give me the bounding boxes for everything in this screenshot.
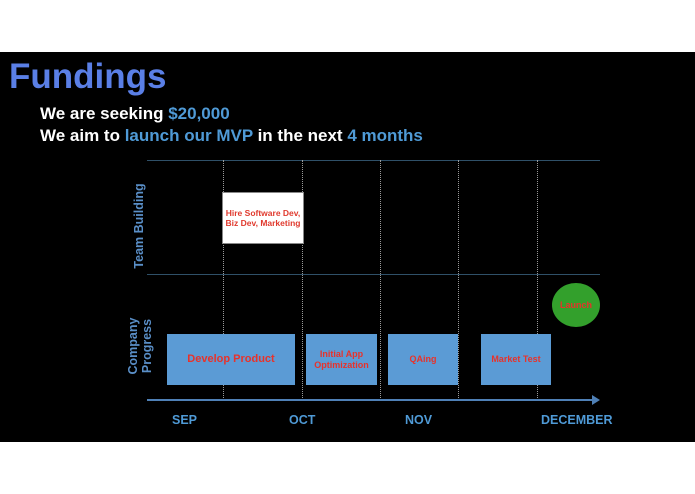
funding-goal-line: We are seeking $20,000: [40, 104, 230, 124]
funding-amount: $20,000: [168, 104, 230, 123]
timeline-axis: [147, 399, 594, 401]
month-label-oct: OCT: [289, 413, 316, 427]
slide: Fundings We are seeking $20,000 We aim t…: [0, 52, 695, 442]
axis-arrow-icon: [592, 395, 600, 405]
month-divider: [223, 160, 224, 398]
task-label: Hire Software Dev, Biz Dev, Marketing: [225, 207, 301, 229]
funding-goal-prefix: We are seeking: [40, 104, 169, 123]
month-label-sep: SEP: [172, 413, 198, 427]
launch-goal-target: launch our MVP: [124, 126, 253, 145]
slide-title: Fundings: [9, 57, 167, 96]
month-label-nov: NOV: [405, 413, 433, 427]
launch-goal-duration: 4 months: [347, 126, 423, 145]
task-develop-product: Develop Product: [167, 334, 295, 385]
task-label: Initial App Optimization: [314, 348, 369, 370]
milestone-launch: Launch: [552, 283, 600, 327]
month-divider: [458, 160, 459, 398]
task-label: QAing: [409, 354, 437, 364]
month-divider: [537, 160, 538, 398]
launch-goal-line: We aim to launch our MVP in the next 4 m…: [40, 126, 423, 146]
task-market-test: Market Test: [481, 334, 551, 385]
milestone-label: Launch: [559, 300, 592, 310]
month-divider: [380, 160, 381, 398]
launch-goal-prefix: We aim to: [40, 126, 125, 145]
month-label-december: DECEMBER: [541, 413, 613, 427]
launch-goal-mid: in the next: [252, 126, 348, 145]
task-hire-team: Hire Software Dev, Biz Dev, Marketing: [222, 192, 304, 244]
timeline-top-line: [147, 160, 600, 161]
month-divider: [302, 160, 303, 398]
row-label-team-building: Team Building: [132, 183, 146, 269]
task-label: Develop Product: [187, 353, 275, 365]
task-initial-app-optimization: Initial App Optimization: [306, 334, 377, 385]
row-label-company-progress: Company Progress: [126, 317, 154, 375]
row-divider-line: [147, 274, 600, 275]
task-label: Market Test: [491, 354, 541, 364]
task-qaing: QAing: [388, 334, 458, 385]
